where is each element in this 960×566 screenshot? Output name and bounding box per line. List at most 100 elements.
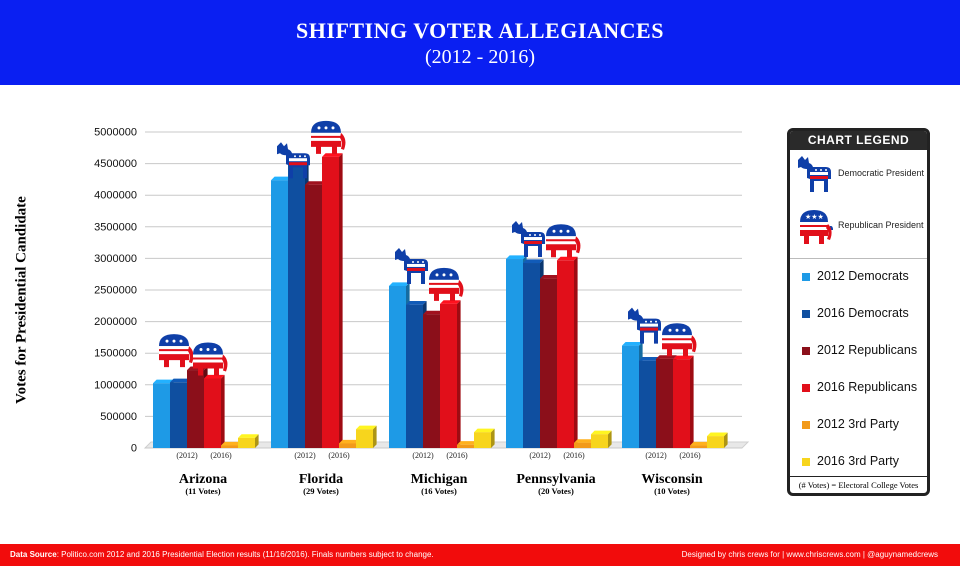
- bar-side: [608, 430, 612, 448]
- bar-top: [406, 301, 427, 305]
- bar: [557, 260, 574, 448]
- elephant-icon: ★★★: [800, 210, 833, 244]
- bar-side: [339, 153, 343, 449]
- bar-top: [153, 379, 174, 384]
- bar-top: [639, 357, 660, 361]
- x-tick-label: Arizona: [179, 472, 227, 487]
- y-tick-label: 4500000: [94, 158, 137, 170]
- legend-democratic: Democratic President: [790, 150, 927, 202]
- y-tick-label: 3000000: [94, 253, 137, 265]
- year-label: (2016): [328, 451, 350, 460]
- bar-top: [707, 432, 728, 437]
- category-note: (16 Votes): [421, 486, 457, 496]
- legend-footnote: (# Votes) = Electoral College Votes: [790, 476, 927, 493]
- donkey-icon: [628, 307, 661, 344]
- y-tick-label: 4000000: [94, 190, 137, 202]
- bar-top: [591, 430, 612, 435]
- x-tick-label: Florida: [299, 472, 343, 487]
- bar: [187, 370, 204, 448]
- legend-divider: [790, 258, 927, 259]
- legend-item: 2016 3rd Party: [790, 444, 927, 481]
- bar: [288, 163, 305, 448]
- bar-side: [255, 434, 259, 448]
- bar: [322, 156, 339, 448]
- bar-side: [373, 425, 377, 448]
- elephant-icon: [193, 342, 228, 376]
- bar-top: [557, 256, 578, 261]
- bar-top: [305, 181, 326, 185]
- y-tick-label: 2500000: [94, 285, 137, 297]
- bar-side: [574, 256, 578, 448]
- footer-credit: Designed by chris crews for | www.chrisc…: [682, 550, 938, 559]
- bar: [540, 278, 557, 448]
- legend-swatch: [802, 384, 810, 392]
- bar: [707, 436, 724, 448]
- bar: [474, 432, 491, 448]
- bar-top: [673, 355, 694, 360]
- bar-top: [271, 176, 292, 181]
- bar: [574, 442, 591, 448]
- bar-top: [440, 300, 461, 304]
- bar-top: [389, 282, 410, 286]
- year-label: (2016): [679, 451, 701, 460]
- bar-top: [322, 153, 343, 157]
- elephant-icon: [429, 267, 464, 301]
- bar: [523, 263, 540, 448]
- credit-text: Designed by chris crews for: [681, 550, 780, 559]
- legend-item: 2012 3rd Party: [790, 407, 927, 444]
- bar-side: [724, 432, 728, 448]
- bar-top: [423, 310, 444, 315]
- y-tick-label: 5000000: [94, 127, 137, 139]
- category-note: (29 Votes): [303, 486, 339, 496]
- header-banner: SHIFTING VOTER ALLEGIANCES (2012 - 2016): [0, 0, 960, 85]
- donkey-icon: [798, 156, 831, 192]
- year-label: (2012): [176, 451, 198, 460]
- category-note: (20 Votes): [538, 486, 574, 496]
- bar-top: [506, 255, 527, 260]
- year-label: (2012): [645, 451, 667, 460]
- bar: [673, 359, 690, 448]
- bar-side: [457, 300, 461, 448]
- page-title: SHIFTING VOTER ALLEGIANCES: [296, 18, 664, 43]
- svg-text:★★★: ★★★: [805, 213, 824, 221]
- bar: [204, 378, 221, 448]
- donkey-icon: [277, 142, 310, 179]
- legend-item-label: 2016 Democrats: [817, 306, 909, 320]
- source-label: Data Source: [10, 550, 57, 559]
- legend-item-label: 2016 Republicans: [817, 380, 918, 394]
- year-label: (2016): [210, 451, 232, 460]
- source-text: : Politico.com 2012 and 2016 Presidentia…: [56, 550, 434, 559]
- bar-side: [221, 374, 225, 448]
- legend-item-label: 2012 Democrats: [817, 269, 909, 283]
- bar-chart: 0 500000 1000000 1500000 2000000 2500000 30000…: [94, 120, 750, 496]
- bar: [356, 429, 373, 448]
- bar: [238, 437, 255, 448]
- bar: [656, 358, 673, 448]
- bar: [170, 382, 187, 448]
- footer-bar: Data Source: Politico.com 2012 and 2016 …: [0, 544, 960, 566]
- y-tick-label: 500000: [100, 411, 137, 423]
- bar-top: [574, 439, 595, 443]
- legend-swatch: [802, 273, 810, 281]
- bar: [153, 383, 170, 448]
- legend-item-label: 2016 3rd Party: [817, 454, 899, 468]
- x-tick-label: Wisconsin: [641, 472, 702, 487]
- bar: [622, 345, 639, 448]
- y-tick-label: 3500000: [94, 221, 137, 233]
- page-subtitle: (2012 - 2016): [425, 46, 535, 68]
- legend-swatch: [802, 458, 810, 466]
- bar: [440, 303, 457, 448]
- bar: [591, 434, 608, 448]
- year-label: (2016): [446, 451, 468, 460]
- x-tick-label: Pennsylvania: [516, 472, 595, 487]
- bar-top: [474, 428, 495, 433]
- y-tick-label: 2000000: [94, 316, 137, 328]
- bar: [639, 360, 656, 448]
- bar-top: [170, 378, 191, 383]
- footer-source: Data Source: Politico.com 2012 and 2016 …: [10, 550, 434, 559]
- donkey-icon: [395, 247, 428, 284]
- bar: [271, 180, 288, 448]
- legend-series-list: 2012 Democrats 2016 Democrats 2012 Republi…: [790, 259, 927, 481]
- bar-top: [540, 275, 561, 279]
- bar-top: [238, 434, 259, 438]
